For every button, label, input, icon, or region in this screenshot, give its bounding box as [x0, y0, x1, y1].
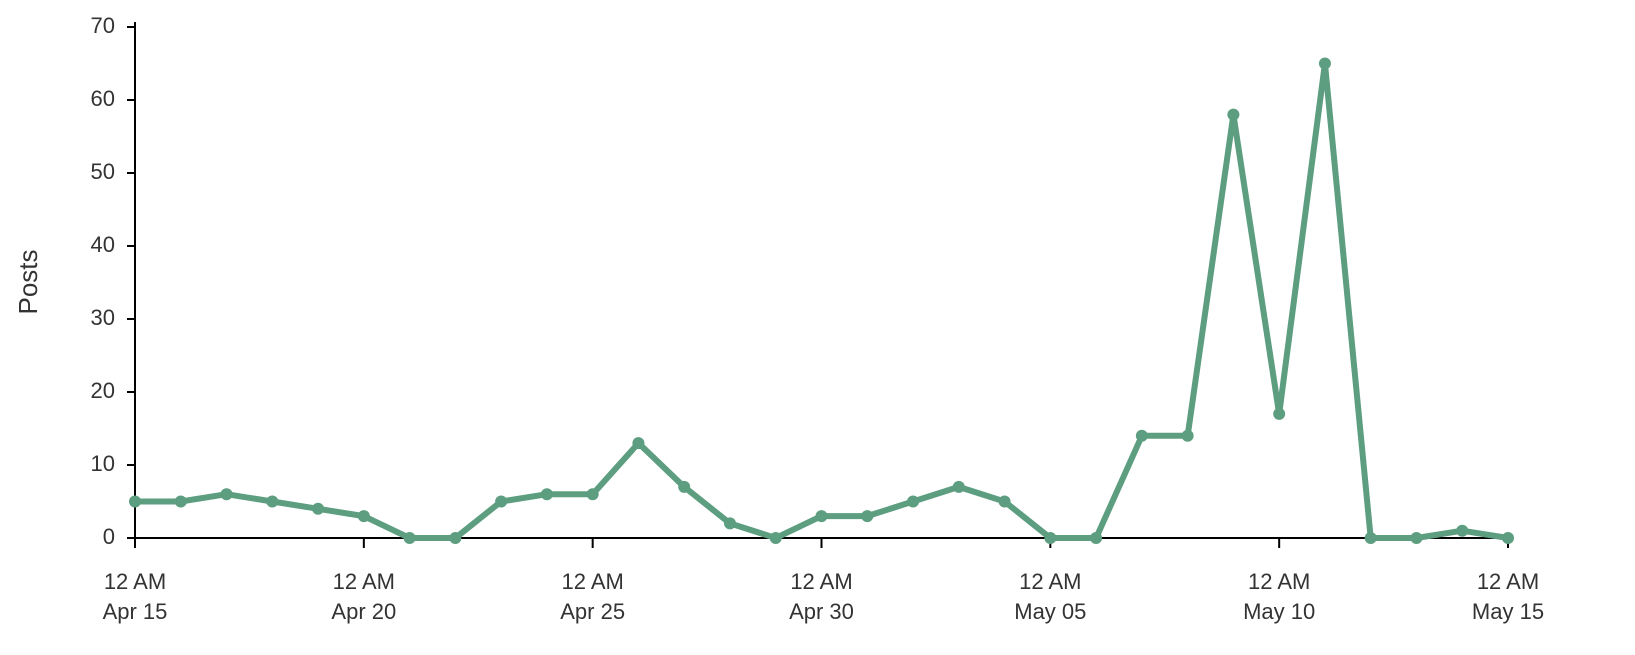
point: [1135, 429, 1148, 442]
point: [678, 480, 691, 493]
x-tick-label: Apr 15: [103, 599, 168, 624]
line: [135, 60, 1509, 541]
y-tick-label: 0: [103, 524, 115, 549]
x-tick-label: 12 AM: [1477, 569, 1539, 594]
y-tick-label: 50: [91, 159, 115, 184]
x-tick-label: Apr 30: [789, 599, 854, 624]
x-tick-label: Apr 25: [560, 599, 625, 624]
point: [540, 488, 553, 501]
point: [1318, 57, 1331, 70]
y-tick-label: 70: [91, 13, 115, 38]
point: [1181, 429, 1194, 442]
point: [1502, 532, 1514, 544]
point: [1364, 532, 1377, 544]
point: [129, 495, 141, 508]
x-tick-label: 12 AM: [561, 569, 623, 594]
point: [357, 510, 370, 523]
point: [815, 510, 828, 523]
point: [998, 495, 1011, 508]
point: [403, 532, 416, 544]
y-tick-label: 20: [91, 378, 115, 403]
point: [632, 437, 645, 450]
point: [1090, 532, 1103, 544]
point: [1273, 407, 1286, 420]
x-tick-label: Apr 20: [331, 599, 396, 624]
x-tick-label: 12 AM: [333, 569, 395, 594]
point: [449, 532, 462, 544]
point: [861, 510, 874, 523]
point: [723, 517, 736, 530]
point: [266, 495, 279, 508]
x-tick-label: 12 AM: [104, 569, 166, 594]
point: [1410, 532, 1423, 544]
point: [1044, 532, 1057, 544]
y-axis-label: Posts: [13, 249, 43, 314]
point: [220, 488, 233, 501]
y-tick-label: 60: [91, 86, 115, 111]
y-tick-label: 40: [91, 232, 115, 257]
x-tick-label: May 05: [1014, 599, 1086, 624]
point: [586, 488, 599, 501]
x-tick-label: May 10: [1243, 599, 1315, 624]
y-tick-label: 10: [91, 451, 115, 476]
y-tick-label: 30: [91, 305, 115, 330]
x-tick-label: May 15: [1472, 599, 1544, 624]
point: [495, 495, 508, 508]
point: [769, 532, 782, 544]
point: [907, 495, 920, 508]
point: [1227, 108, 1240, 121]
point: [1456, 524, 1469, 537]
point: [174, 495, 187, 508]
x-tick-label: 12 AM: [1019, 569, 1081, 594]
x-tick-label: 12 AM: [1248, 569, 1310, 594]
point: [952, 480, 965, 493]
x-tick-label: 12 AM: [790, 569, 852, 594]
point: [312, 502, 325, 515]
